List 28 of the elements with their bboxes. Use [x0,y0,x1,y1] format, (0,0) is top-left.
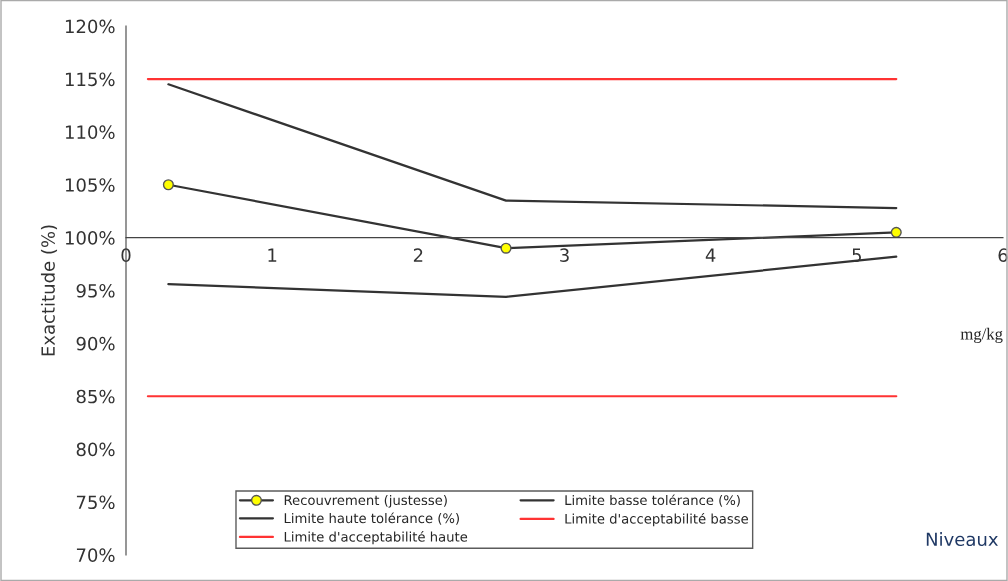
y-tick-label: 120% [65,19,115,34]
y-tick-label: 95% [76,283,115,298]
legend-label: Limite d'acceptabilité basse [565,512,748,527]
point [162,179,174,191]
x-tick-label: 3 [560,248,569,263]
y-tick-label: 80% [76,442,115,457]
x-tick-label: 2 [413,248,423,262]
x-tick-label: 0 [121,248,131,263]
legend-label: Limite d'acceptabilité haute [284,531,468,545]
x-tick-label: 1 [268,248,277,262]
legend-label: Limite basse tolérance (%) [565,494,740,507]
point [890,226,902,238]
y-tick-label: 70% [76,548,115,562]
annotation: mg/kg [960,327,1003,344]
y-tick-label: 85% [76,389,115,404]
y-tick-label: 115% [65,72,115,87]
y-tick-label: 75% [76,495,115,510]
y-axis-title: Exactitude (%) [40,225,58,356]
y-tick-label: 100% [65,231,115,245]
legend-label: Recouvrement (justesse) [284,494,447,508]
x-tick-label: 6 [998,248,1008,263]
y-tick-label: 110% [65,125,115,139]
x-axis-title: Niveaux [926,532,998,547]
point [500,242,512,254]
x-tick-label: 4 [705,248,716,262]
legend-label: Limite haute tolérance (%) [284,512,459,525]
y-tick-label: 105% [65,178,115,192]
y-tick-label: 90% [76,336,115,351]
